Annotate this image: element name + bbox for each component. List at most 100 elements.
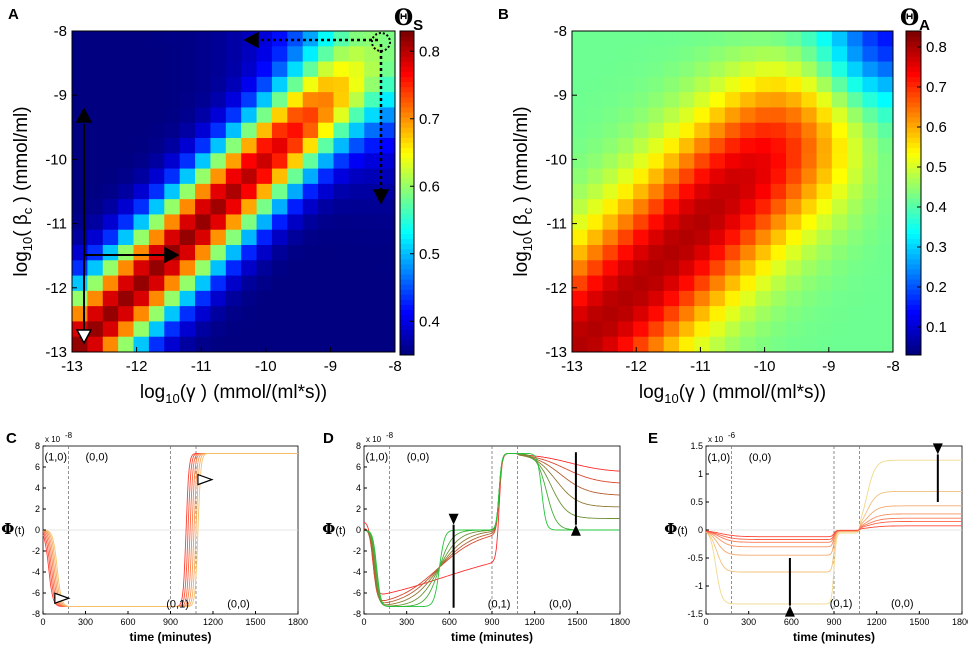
heatmap-cell (679, 275, 695, 292)
heatmap-cell (271, 245, 288, 261)
arrow-head (164, 246, 180, 264)
heatmap-cell (724, 138, 741, 154)
heatmap-cell (572, 290, 588, 307)
heatmap-cell (724, 321, 741, 338)
heatmap-cell (648, 336, 665, 353)
heatmap-cell (740, 46, 756, 62)
heatmap-cell (740, 31, 756, 47)
heatmap-cell (87, 61, 104, 78)
heatmap-cell (348, 31, 365, 47)
heatmap-cell (379, 138, 396, 154)
heatmap-cell (179, 214, 196, 231)
colorbar-swatch (906, 41, 921, 47)
heatmap-cell (862, 290, 879, 307)
heatmap-cell (318, 183, 334, 200)
heatmap-cell (831, 290, 848, 307)
heatmap-cell (633, 321, 649, 338)
heatmap-cell (148, 260, 165, 276)
heatmap-cell (877, 229, 894, 246)
heatmap-cell (271, 214, 288, 231)
heatmap-cell (302, 107, 319, 124)
heatmap-cell (755, 46, 772, 62)
colorbar-swatch (906, 294, 921, 300)
heatmap-cell (587, 275, 603, 292)
heatmap-cell (133, 122, 150, 139)
state-label: (0,0) (86, 452, 109, 464)
heatmap-cell (602, 138, 619, 154)
heatmap-cell (862, 122, 879, 139)
heatmap-cell (364, 76, 381, 93)
colorbar-swatch (400, 76, 414, 83)
heatmap-cell (617, 183, 634, 200)
colorbar-swatch (400, 198, 414, 204)
heatmap-cell (348, 336, 365, 353)
heatmap-cell (877, 260, 894, 276)
heatmap-cell (755, 229, 772, 246)
heatmap-cell (271, 183, 288, 200)
heatmap-cell (847, 214, 863, 231)
heatmap-cell (271, 92, 288, 108)
colorbar-swatch (906, 198, 921, 204)
heatmap-cell (770, 214, 787, 231)
heatmap-cell (179, 138, 196, 154)
heatmap-cell (770, 199, 787, 215)
heatmap-cell (287, 31, 304, 47)
heatmap-cell (663, 31, 680, 47)
heatmap-cell (633, 245, 649, 261)
heatmap-cell (148, 46, 165, 62)
y-tick-label: -12 (45, 280, 67, 297)
heatmap-cell (287, 229, 304, 246)
heatmap-cell (318, 107, 334, 124)
heatmap-cell (831, 336, 848, 353)
heatmap-cell (164, 122, 181, 139)
colorbar-swatch (906, 172, 921, 179)
heatmap-cell (133, 260, 150, 276)
colorbar-tick-label: 0.7 (926, 79, 947, 96)
heatmap-cell (740, 107, 756, 124)
heatmap-cell (816, 76, 833, 93)
heatmap-cell (587, 245, 603, 261)
heatmap-cell (877, 122, 894, 139)
heatmap-cell (333, 275, 350, 292)
heatmap-cell (694, 245, 710, 261)
heatmap-cell (862, 183, 879, 200)
heatmap-cell (287, 92, 304, 108)
heatmap-cell (831, 76, 848, 93)
y-tick-label: 8 (35, 441, 40, 451)
heatmap-cell (831, 275, 848, 292)
heatmap-cell (318, 138, 334, 154)
colorbar-swatch (906, 309, 921, 315)
heatmap-cell (831, 107, 848, 124)
heatmap-cell (831, 260, 848, 276)
heatmap-cell (831, 183, 848, 200)
heatmap-cell (709, 92, 726, 108)
arrow-head (570, 524, 581, 536)
y-exponent: x 10 (708, 435, 724, 444)
heatmap-cell (379, 260, 396, 276)
heatmap-cell (786, 92, 802, 108)
heatmap-cell (87, 336, 104, 353)
heatmap-cell (801, 107, 817, 124)
heatmap-cell (648, 138, 665, 154)
heatmap-cell (709, 153, 726, 169)
heatmap-cell (118, 76, 134, 93)
line-panel-d: D 0 300 600 900 1200 1500 1800 8 6 4 2 0 -2 -4 -6 -8 x 1… (322, 430, 630, 644)
series-line (43, 452, 298, 608)
heatmap-cell (72, 76, 88, 93)
heatmap-cell (333, 214, 350, 231)
heatmap-cell (271, 336, 288, 353)
heatmap-cell (333, 76, 350, 93)
heatmap-cell (740, 138, 756, 154)
colorbar-swatch (400, 223, 414, 229)
heatmap-cell (831, 245, 848, 261)
colorbar-swatch (400, 66, 414, 72)
heatmap-cell (164, 168, 181, 185)
heatmap-cell (333, 321, 350, 338)
heatmap-cell (648, 275, 665, 292)
heatmap-cell (786, 153, 802, 169)
panel-label-b: B (498, 6, 509, 23)
heatmap-cell (877, 76, 894, 93)
colorbar-swatch (400, 127, 414, 133)
heatmap-cell (302, 306, 319, 322)
heatmap-cell (648, 31, 665, 47)
